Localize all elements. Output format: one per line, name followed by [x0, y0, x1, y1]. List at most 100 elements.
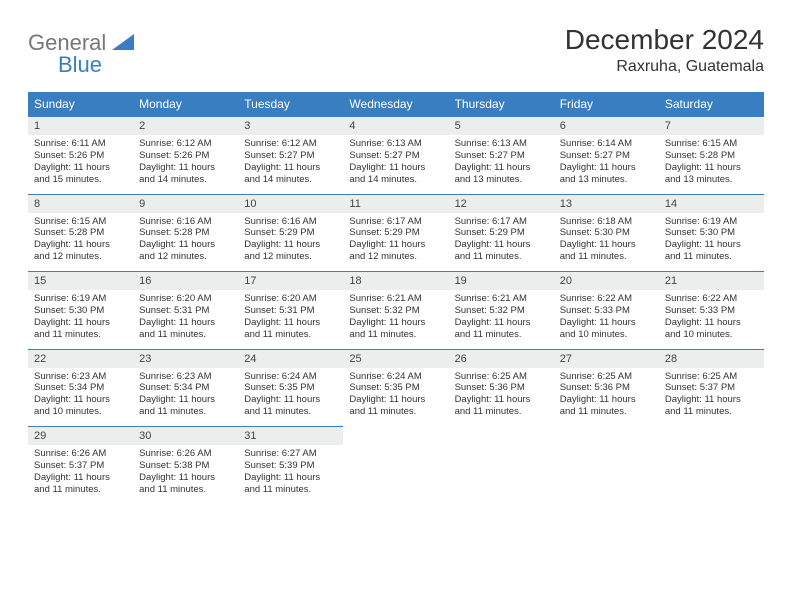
calendar-body: 1Sunrise: 6:11 AMSunset: 5:26 PMDaylight…: [28, 117, 764, 504]
calendar-day-cell: 1Sunrise: 6:11 AMSunset: 5:26 PMDaylight…: [28, 117, 133, 195]
calendar-week-row: 22Sunrise: 6:23 AMSunset: 5:34 PMDayligh…: [28, 349, 764, 427]
calendar-empty-cell: [659, 427, 764, 504]
day-number: 16: [133, 272, 238, 290]
calendar-empty-cell: [554, 427, 659, 504]
day-number: 22: [28, 350, 133, 368]
day-details: Sunrise: 6:25 AMSunset: 5:36 PMDaylight:…: [554, 368, 659, 427]
calendar-week-row: 15Sunrise: 6:19 AMSunset: 5:30 PMDayligh…: [28, 272, 764, 350]
calendar-day-cell: 18Sunrise: 6:21 AMSunset: 5:32 PMDayligh…: [343, 272, 448, 350]
day-number: 1: [28, 117, 133, 135]
calendar-day-cell: 17Sunrise: 6:20 AMSunset: 5:31 PMDayligh…: [238, 272, 343, 350]
day-details: Sunrise: 6:24 AMSunset: 5:35 PMDaylight:…: [238, 368, 343, 427]
day-number: 12: [449, 195, 554, 213]
day-number: 14: [659, 195, 764, 213]
calendar-day-cell: 8Sunrise: 6:15 AMSunset: 5:28 PMDaylight…: [28, 194, 133, 272]
day-details: Sunrise: 6:12 AMSunset: 5:26 PMDaylight:…: [133, 135, 238, 194]
calendar-day-cell: 20Sunrise: 6:22 AMSunset: 5:33 PMDayligh…: [554, 272, 659, 350]
day-details: Sunrise: 6:12 AMSunset: 5:27 PMDaylight:…: [238, 135, 343, 194]
calendar-grid: SundayMondayTuesdayWednesdayThursdayFrid…: [28, 92, 764, 504]
calendar-day-cell: 23Sunrise: 6:23 AMSunset: 5:34 PMDayligh…: [133, 349, 238, 427]
calendar-day-cell: 26Sunrise: 6:25 AMSunset: 5:36 PMDayligh…: [449, 349, 554, 427]
calendar-day-cell: 9Sunrise: 6:16 AMSunset: 5:28 PMDaylight…: [133, 194, 238, 272]
day-details: Sunrise: 6:23 AMSunset: 5:34 PMDaylight:…: [133, 368, 238, 427]
day-number: 17: [238, 272, 343, 290]
calendar-day-cell: 4Sunrise: 6:13 AMSunset: 5:27 PMDaylight…: [343, 117, 448, 195]
day-number: 9: [133, 195, 238, 213]
calendar-day-cell: 27Sunrise: 6:25 AMSunset: 5:36 PMDayligh…: [554, 349, 659, 427]
calendar-day-cell: 2Sunrise: 6:12 AMSunset: 5:26 PMDaylight…: [133, 117, 238, 195]
calendar-day-cell: 25Sunrise: 6:24 AMSunset: 5:35 PMDayligh…: [343, 349, 448, 427]
day-number: 2: [133, 117, 238, 135]
calendar-empty-cell: [343, 427, 448, 504]
calendar-day-cell: 5Sunrise: 6:13 AMSunset: 5:27 PMDaylight…: [449, 117, 554, 195]
calendar-day-cell: 3Sunrise: 6:12 AMSunset: 5:27 PMDaylight…: [238, 117, 343, 195]
day-number: 28: [659, 350, 764, 368]
day-number: 18: [343, 272, 448, 290]
day-details: Sunrise: 6:16 AMSunset: 5:29 PMDaylight:…: [238, 213, 343, 272]
day-number: 5: [449, 117, 554, 135]
day-details: Sunrise: 6:11 AMSunset: 5:26 PMDaylight:…: [28, 135, 133, 194]
day-number: 24: [238, 350, 343, 368]
logo-text: General Blue: [28, 30, 134, 78]
day-number: 20: [554, 272, 659, 290]
day-number: 8: [28, 195, 133, 213]
day-details: Sunrise: 6:25 AMSunset: 5:36 PMDaylight:…: [449, 368, 554, 427]
calendar-day-cell: 29Sunrise: 6:26 AMSunset: 5:37 PMDayligh…: [28, 427, 133, 504]
weekday-header: Sunday: [28, 92, 133, 117]
day-details: Sunrise: 6:13 AMSunset: 5:27 PMDaylight:…: [449, 135, 554, 194]
day-details: Sunrise: 6:19 AMSunset: 5:30 PMDaylight:…: [28, 290, 133, 349]
day-number: 7: [659, 117, 764, 135]
location: Raxruha, Guatemala: [565, 58, 764, 76]
page-header: General Blue December 2024 Raxruha, Guat…: [28, 24, 764, 78]
day-details: Sunrise: 6:14 AMSunset: 5:27 PMDaylight:…: [554, 135, 659, 194]
day-details: Sunrise: 6:24 AMSunset: 5:35 PMDaylight:…: [343, 368, 448, 427]
weekday-header: Thursday: [449, 92, 554, 117]
calendar-day-cell: 30Sunrise: 6:26 AMSunset: 5:38 PMDayligh…: [133, 427, 238, 504]
day-details: Sunrise: 6:21 AMSunset: 5:32 PMDaylight:…: [449, 290, 554, 349]
calendar-day-cell: 21Sunrise: 6:22 AMSunset: 5:33 PMDayligh…: [659, 272, 764, 350]
day-details: Sunrise: 6:22 AMSunset: 5:33 PMDaylight:…: [554, 290, 659, 349]
day-details: Sunrise: 6:26 AMSunset: 5:37 PMDaylight:…: [28, 445, 133, 504]
weekday-header: Tuesday: [238, 92, 343, 117]
day-number: 15: [28, 272, 133, 290]
logo-triangle-icon: [112, 34, 134, 50]
day-details: Sunrise: 6:17 AMSunset: 5:29 PMDaylight:…: [343, 213, 448, 272]
day-number: 23: [133, 350, 238, 368]
weekday-header: Monday: [133, 92, 238, 117]
calendar-day-cell: 15Sunrise: 6:19 AMSunset: 5:30 PMDayligh…: [28, 272, 133, 350]
page-title: December 2024: [565, 24, 764, 56]
calendar-day-cell: 19Sunrise: 6:21 AMSunset: 5:32 PMDayligh…: [449, 272, 554, 350]
calendar-week-row: 29Sunrise: 6:26 AMSunset: 5:37 PMDayligh…: [28, 427, 764, 504]
calendar-empty-cell: [449, 427, 554, 504]
calendar-day-cell: 7Sunrise: 6:15 AMSunset: 5:28 PMDaylight…: [659, 117, 764, 195]
day-number: 13: [554, 195, 659, 213]
day-number: 27: [554, 350, 659, 368]
day-details: Sunrise: 6:23 AMSunset: 5:34 PMDaylight:…: [28, 368, 133, 427]
calendar-week-row: 1Sunrise: 6:11 AMSunset: 5:26 PMDaylight…: [28, 117, 764, 195]
calendar-day-cell: 11Sunrise: 6:17 AMSunset: 5:29 PMDayligh…: [343, 194, 448, 272]
day-details: Sunrise: 6:16 AMSunset: 5:28 PMDaylight:…: [133, 213, 238, 272]
calendar-day-cell: 31Sunrise: 6:27 AMSunset: 5:39 PMDayligh…: [238, 427, 343, 504]
day-number: 25: [343, 350, 448, 368]
weekday-header: Saturday: [659, 92, 764, 117]
logo: General Blue: [28, 24, 134, 78]
day-details: Sunrise: 6:27 AMSunset: 5:39 PMDaylight:…: [238, 445, 343, 504]
calendar-day-cell: 22Sunrise: 6:23 AMSunset: 5:34 PMDayligh…: [28, 349, 133, 427]
calendar-day-cell: 16Sunrise: 6:20 AMSunset: 5:31 PMDayligh…: [133, 272, 238, 350]
day-details: Sunrise: 6:15 AMSunset: 5:28 PMDaylight:…: [28, 213, 133, 272]
day-number: 3: [238, 117, 343, 135]
day-details: Sunrise: 6:21 AMSunset: 5:32 PMDaylight:…: [343, 290, 448, 349]
day-details: Sunrise: 6:18 AMSunset: 5:30 PMDaylight:…: [554, 213, 659, 272]
day-details: Sunrise: 6:25 AMSunset: 5:37 PMDaylight:…: [659, 368, 764, 427]
calendar-day-cell: 28Sunrise: 6:25 AMSunset: 5:37 PMDayligh…: [659, 349, 764, 427]
calendar-day-cell: 14Sunrise: 6:19 AMSunset: 5:30 PMDayligh…: [659, 194, 764, 272]
day-details: Sunrise: 6:13 AMSunset: 5:27 PMDaylight:…: [343, 135, 448, 194]
day-number: 6: [554, 117, 659, 135]
weekday-header: Friday: [554, 92, 659, 117]
calendar-day-cell: 13Sunrise: 6:18 AMSunset: 5:30 PMDayligh…: [554, 194, 659, 272]
day-number: 30: [133, 427, 238, 445]
calendar-page: General Blue December 2024 Raxruha, Guat…: [0, 0, 792, 528]
day-details: Sunrise: 6:20 AMSunset: 5:31 PMDaylight:…: [238, 290, 343, 349]
day-number: 31: [238, 427, 343, 445]
calendar-day-cell: 10Sunrise: 6:16 AMSunset: 5:29 PMDayligh…: [238, 194, 343, 272]
